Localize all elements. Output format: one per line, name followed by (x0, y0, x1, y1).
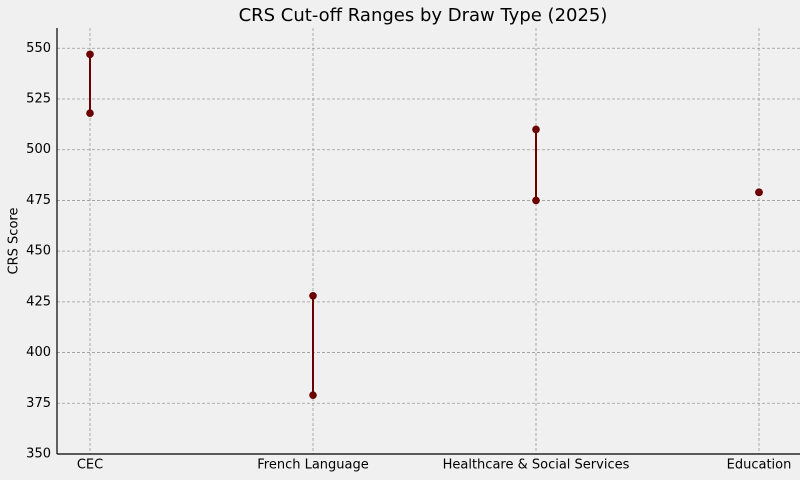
chart-title: CRS Cut-off Ranges by Draw Type (2025) (239, 5, 608, 26)
y-tick-label: 475 (26, 193, 51, 208)
x-tick-label: Education (727, 458, 792, 473)
y-axis-label: CRS Score (7, 208, 22, 275)
y-tick-label: 350 (26, 447, 51, 462)
high-point (532, 125, 540, 134)
x-tick-label: Healthcare & Social Services (443, 458, 630, 473)
low-point (309, 391, 317, 399)
low-point (86, 109, 94, 117)
y-tick-label: 400 (26, 345, 51, 360)
high-point (755, 188, 763, 197)
y-tick-label: 500 (26, 142, 51, 157)
y-tick-label: 375 (26, 396, 51, 411)
y-tick-label: 450 (26, 244, 51, 259)
y-tick-label: 425 (26, 294, 51, 309)
y-tick-label: 550 (26, 41, 51, 56)
x-tick-label: CEC (77, 458, 103, 473)
high-point (309, 291, 317, 300)
y-tick-label: 525 (26, 92, 51, 107)
low-point (532, 196, 540, 205)
high-point (86, 50, 94, 59)
x-tick-label: French Language (257, 458, 369, 473)
